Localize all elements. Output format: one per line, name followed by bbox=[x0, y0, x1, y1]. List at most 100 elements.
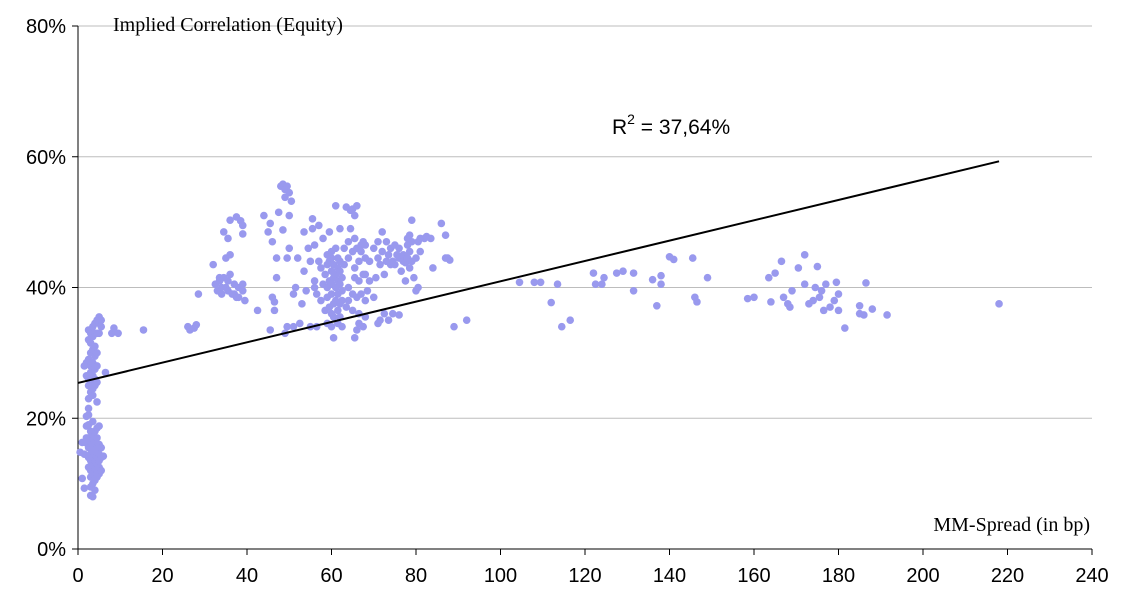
data-point bbox=[395, 244, 403, 253]
data-point bbox=[304, 244, 313, 253]
data-point bbox=[315, 257, 323, 266]
y-tick-label: 20% bbox=[26, 408, 66, 430]
data-point bbox=[384, 316, 393, 324]
data-point bbox=[238, 286, 247, 295]
data-point bbox=[264, 228, 272, 236]
data-point bbox=[771, 269, 779, 277]
data-point bbox=[325, 228, 334, 236]
data-point bbox=[300, 228, 308, 236]
data-point bbox=[401, 277, 410, 285]
data-point bbox=[234, 293, 243, 302]
data-point bbox=[809, 296, 817, 305]
data-point bbox=[285, 244, 294, 253]
data-point bbox=[369, 293, 378, 302]
data-point bbox=[93, 434, 101, 442]
data-point bbox=[591, 280, 600, 289]
data-point bbox=[834, 290, 843, 298]
data-point bbox=[688, 254, 697, 262]
r-squared-value: = 37,64% bbox=[635, 116, 730, 139]
data-point bbox=[306, 257, 315, 266]
r-squared-superscript: 2 bbox=[627, 111, 635, 127]
data-point bbox=[376, 316, 384, 324]
data-point bbox=[648, 275, 657, 284]
data-point bbox=[822, 280, 830, 289]
data-point bbox=[139, 326, 148, 334]
data-point bbox=[653, 302, 661, 310]
data-point bbox=[329, 334, 338, 342]
data-point bbox=[114, 329, 122, 338]
data-point bbox=[310, 283, 319, 292]
x-tick-label: 120 bbox=[568, 565, 601, 587]
data-point bbox=[238, 280, 247, 289]
y-tick-label: 60% bbox=[26, 147, 66, 169]
data-point bbox=[855, 302, 864, 310]
data-point bbox=[317, 296, 325, 305]
data-point bbox=[88, 417, 97, 426]
x-tick-label: 60 bbox=[320, 565, 342, 587]
data-point bbox=[416, 247, 425, 256]
data-point bbox=[95, 329, 103, 338]
data-point bbox=[331, 201, 340, 210]
data-point bbox=[298, 300, 306, 308]
data-point bbox=[219, 228, 228, 236]
data-point bbox=[811, 283, 820, 292]
data-point bbox=[93, 362, 101, 370]
data-point bbox=[750, 293, 758, 302]
data-point bbox=[515, 278, 524, 287]
data-point bbox=[764, 273, 773, 282]
data-point bbox=[308, 224, 317, 233]
data-point bbox=[93, 349, 101, 357]
data-point bbox=[883, 311, 891, 319]
data-point bbox=[703, 273, 712, 282]
data-point bbox=[283, 254, 291, 262]
data-point bbox=[357, 247, 365, 256]
data-point bbox=[336, 267, 344, 275]
data-point bbox=[868, 305, 877, 313]
data-point bbox=[327, 290, 336, 298]
y-tick-label: 0% bbox=[37, 539, 66, 561]
data-point bbox=[657, 280, 665, 289]
data-point bbox=[84, 404, 93, 413]
data-point bbox=[327, 254, 336, 262]
data-point bbox=[819, 306, 828, 315]
x-tick-label: 80 bbox=[405, 565, 427, 587]
data-point bbox=[300, 267, 308, 275]
data-point bbox=[800, 280, 809, 289]
x-axis-label: MM-Spread (in bp) bbox=[933, 514, 1090, 536]
data-point bbox=[78, 474, 87, 483]
data-point bbox=[289, 322, 298, 331]
data-point bbox=[101, 368, 110, 377]
data-point bbox=[217, 290, 226, 298]
data-point bbox=[693, 298, 701, 306]
data-point bbox=[238, 230, 247, 238]
data-point bbox=[860, 311, 868, 319]
data-point bbox=[359, 322, 367, 331]
data-point bbox=[786, 303, 794, 311]
x-tick-label: 100 bbox=[484, 565, 517, 587]
data-point bbox=[384, 251, 393, 259]
data-point bbox=[289, 290, 298, 298]
data-point bbox=[376, 260, 384, 269]
data-point bbox=[777, 257, 786, 266]
data-point bbox=[317, 264, 325, 272]
data-point bbox=[338, 322, 346, 331]
data-point bbox=[88, 492, 97, 501]
trendline bbox=[77, 160, 1000, 384]
data-point bbox=[97, 316, 106, 324]
r-squared-base: R bbox=[612, 116, 627, 139]
data-point bbox=[226, 216, 234, 224]
data-point bbox=[862, 279, 870, 287]
data-point bbox=[272, 254, 281, 262]
data-point bbox=[767, 298, 775, 306]
data-point bbox=[813, 262, 822, 271]
data-point bbox=[329, 313, 338, 321]
data-point bbox=[194, 290, 203, 298]
labels: Implied Correlation (Equity) MM-Spread (… bbox=[26, 14, 1109, 587]
data-point bbox=[260, 211, 268, 220]
data-point bbox=[344, 296, 353, 305]
data-point bbox=[743, 294, 752, 303]
data-point bbox=[321, 270, 329, 279]
data-point bbox=[407, 237, 416, 246]
